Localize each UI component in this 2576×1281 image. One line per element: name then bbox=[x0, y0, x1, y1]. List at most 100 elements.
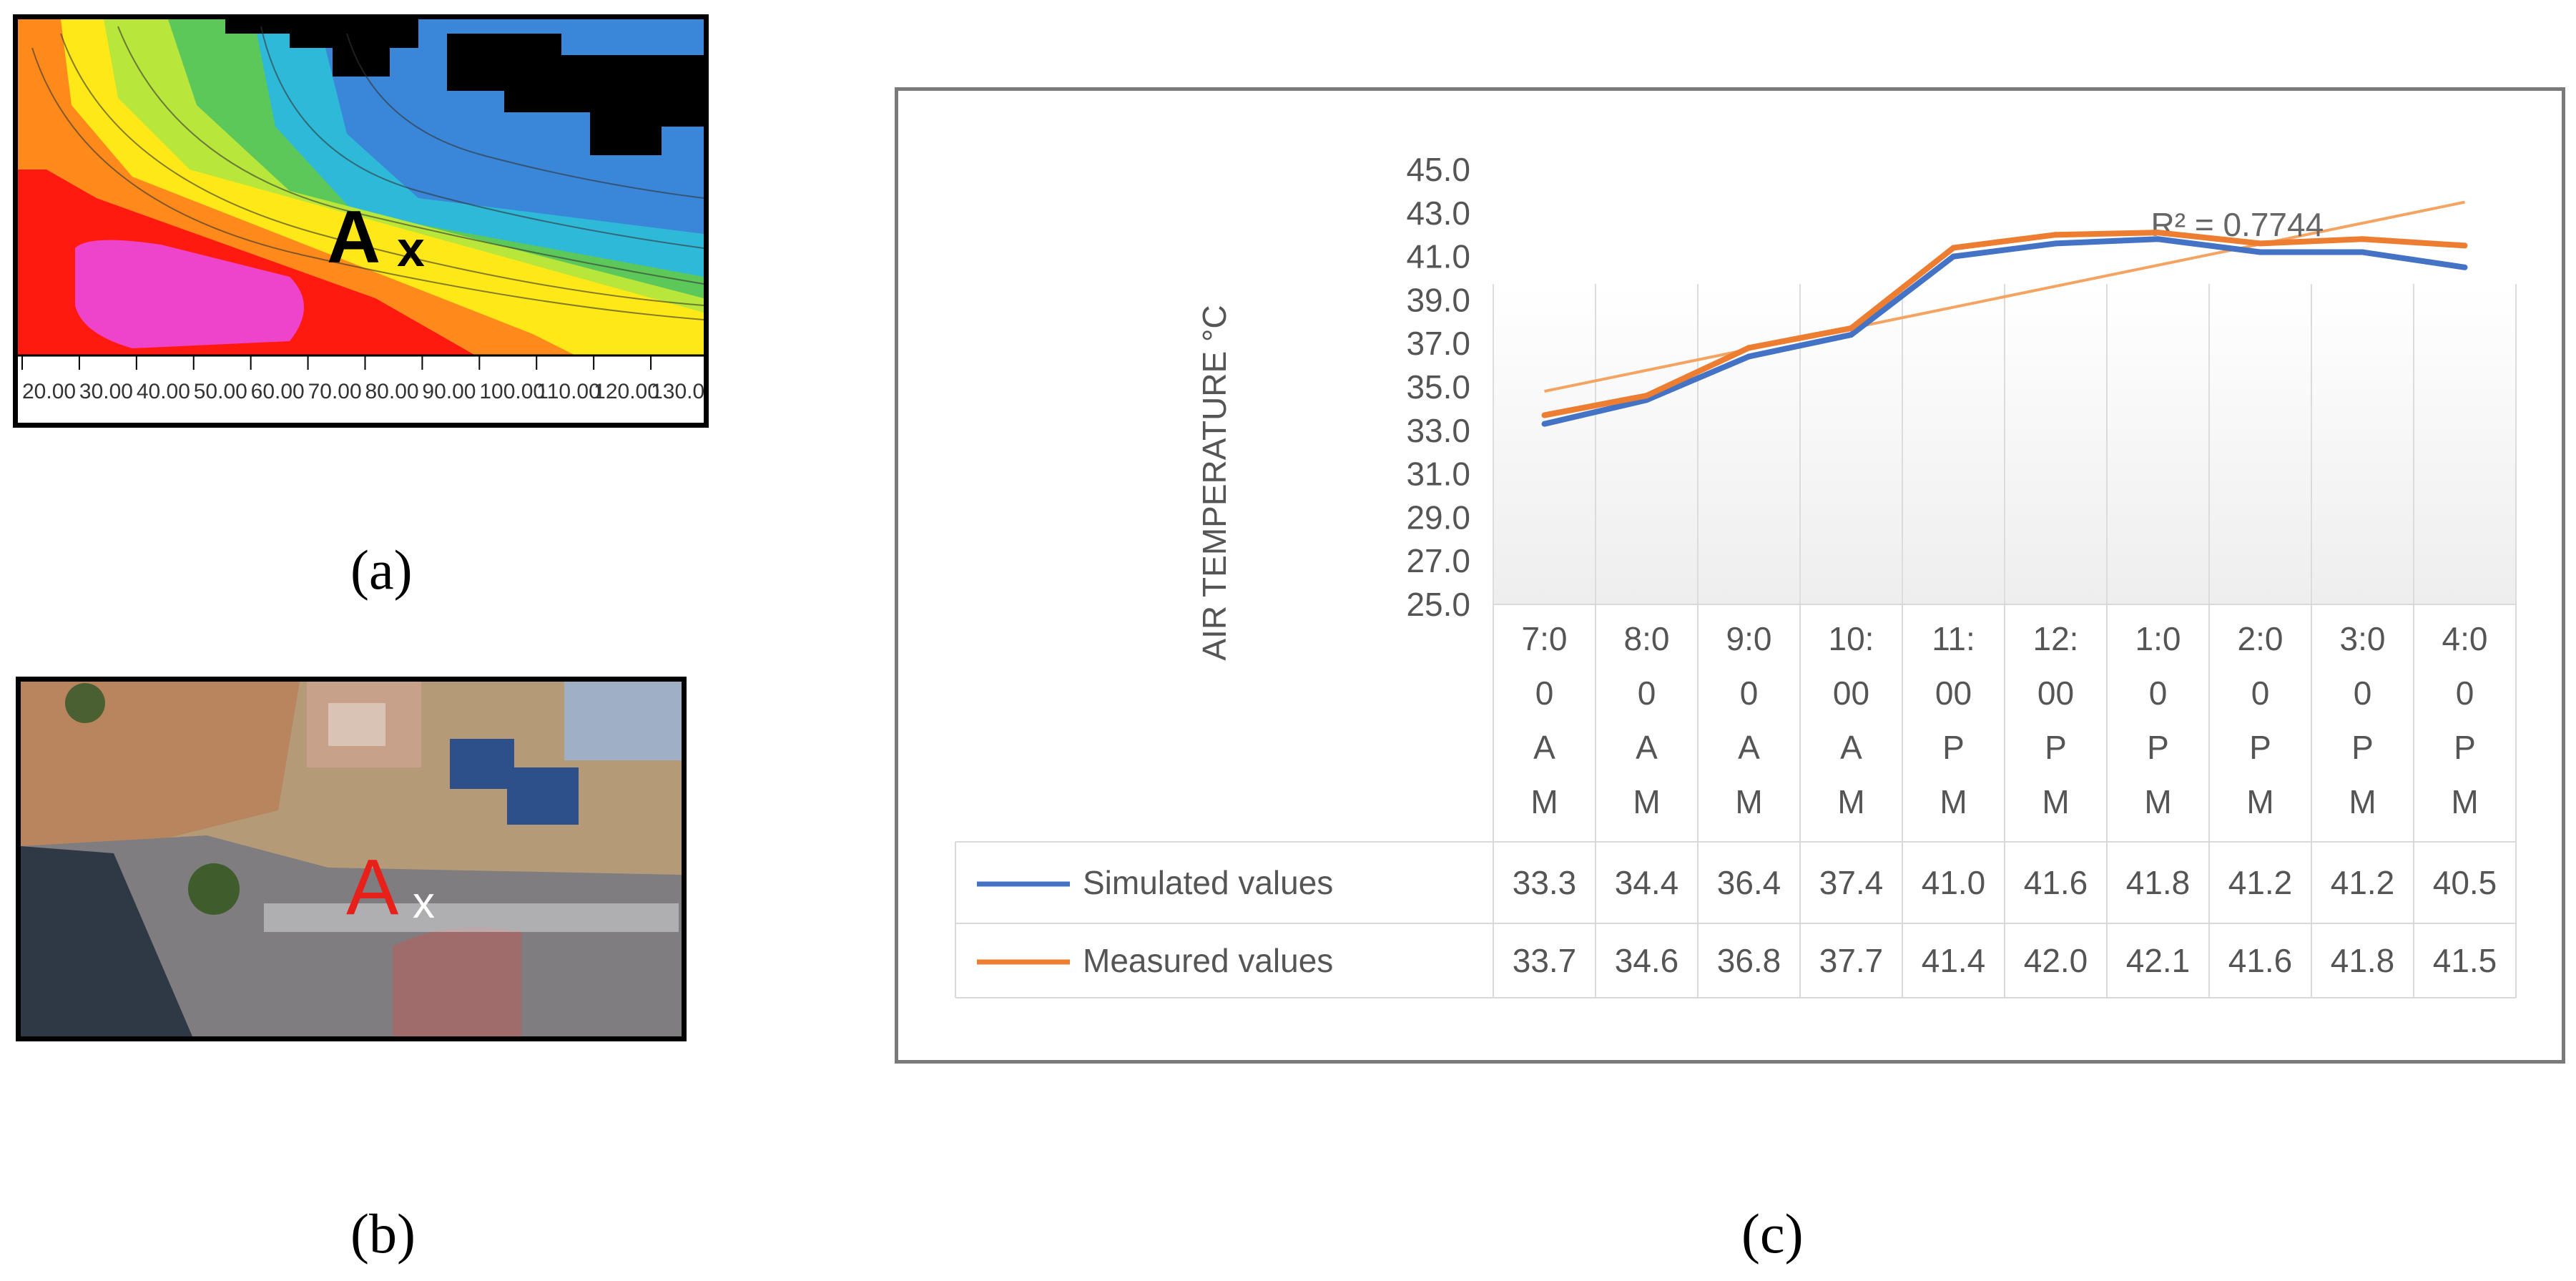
trendline-r-squared: R² = 0.7744 bbox=[2151, 206, 2324, 243]
series-lines bbox=[1541, 230, 2468, 427]
map-x-tick-label: 80.00 bbox=[365, 380, 419, 403]
map-x-tick-label: 90.00 bbox=[422, 380, 476, 403]
y-tick-label: 37.0 bbox=[1406, 325, 1470, 362]
x-tick-label: P bbox=[2351, 729, 2374, 766]
building-black-1 bbox=[225, 19, 418, 77]
data-point bbox=[2462, 242, 2468, 249]
y-tick-label: 45.0 bbox=[1406, 151, 1470, 188]
x-tick-label: P bbox=[2147, 729, 2169, 766]
map-x-tick-label: 40.00 bbox=[137, 380, 190, 403]
x-tick-label: 00 bbox=[1833, 674, 1869, 712]
x-tick-label: 12: bbox=[2033, 620, 2079, 657]
data-table-value: 41.5 bbox=[2433, 942, 2497, 979]
contour-line-2 bbox=[60, 33, 704, 306]
point-a-x-mark-b: x bbox=[413, 878, 435, 928]
data-point bbox=[2462, 264, 2468, 270]
y-tick-label: 33.0 bbox=[1406, 412, 1470, 449]
x-tick-label: A bbox=[1533, 729, 1555, 766]
data-point bbox=[1848, 332, 1854, 338]
x-tick-label: M bbox=[1735, 783, 1762, 820]
map-x-tick-label: 130.00 bbox=[651, 380, 704, 403]
line-chart: AIR TEMPERATURE °C 25.0 27.0 29.0 31.0 33.0 3… bbox=[955, 151, 2517, 998]
x-tick-label: P bbox=[1942, 729, 1965, 766]
contour-line-4 bbox=[260, 26, 704, 249]
x-tick-label: M bbox=[2451, 783, 2478, 820]
y-tick-label: 25.0 bbox=[1406, 586, 1470, 623]
building-roof-2 bbox=[564, 682, 682, 760]
x-tick-label: 2:0 bbox=[2238, 620, 2284, 657]
data-table-value: 34.4 bbox=[1615, 864, 1679, 901]
x-tick-label: 11: bbox=[1932, 620, 1975, 657]
data-table-value: 37.7 bbox=[1819, 942, 1884, 979]
grid-lines bbox=[1493, 284, 2517, 604]
x-tick-label: M bbox=[2042, 783, 2069, 820]
data-table-value: 40.5 bbox=[2433, 864, 2497, 901]
point-a-letter-b: A bbox=[346, 843, 399, 931]
data-point bbox=[2155, 230, 2161, 236]
data-table-value: 33.3 bbox=[1513, 864, 1577, 901]
x-tick-label: M bbox=[2349, 783, 2376, 820]
data-table-value: 42.1 bbox=[2126, 942, 2191, 979]
data-table-value: 42.0 bbox=[2024, 942, 2088, 979]
panel-b-aerial-photo: A x bbox=[16, 677, 687, 1041]
building-blue-roof-1 bbox=[450, 739, 514, 789]
y-tick-label: 39.0 bbox=[1406, 281, 1470, 318]
x-tick-label: 0 bbox=[2354, 674, 2372, 712]
caption-a: (a) bbox=[350, 539, 413, 601]
y-tick-label: 41.0 bbox=[1406, 238, 1470, 275]
point-a-letter: A bbox=[327, 196, 380, 279]
x-tick-label: M bbox=[1837, 783, 1864, 820]
data-point bbox=[2257, 249, 2263, 255]
map-x-ticks: 20.00 30.00 40.00 50.00 60.00 70.00 80.00 90.00… bbox=[21, 355, 704, 403]
y-tick-label: 31.0 bbox=[1406, 456, 1470, 493]
tree-1 bbox=[188, 863, 240, 915]
panel-a-temperature-map: A x 20.00 30.00 40.00 50.00 60.00 70.00 80.00 9… bbox=[13, 14, 709, 428]
x-tick-label: M bbox=[1633, 783, 1660, 820]
building-black-2 bbox=[447, 34, 704, 155]
data-table-value: 41.6 bbox=[2228, 942, 2293, 979]
x-tick-label: M bbox=[1530, 783, 1558, 820]
contour-line-1 bbox=[31, 47, 704, 320]
data-point bbox=[2053, 232, 2059, 238]
data-point bbox=[2359, 236, 2366, 242]
x-tick-label: 4:0 bbox=[2442, 620, 2488, 657]
plaza-area bbox=[393, 927, 521, 1036]
map-x-tick-label: 50.00 bbox=[194, 380, 247, 403]
temperature-contour-map: A x 20.00 30.00 40.00 50.00 60.00 70.00 80.00 9… bbox=[18, 19, 704, 403]
y-tick-label: 35.0 bbox=[1406, 368, 1470, 406]
x-tick-label: 7:0 bbox=[1522, 620, 1568, 657]
data-point bbox=[2155, 236, 2161, 242]
map-x-tick-label: 60.00 bbox=[251, 380, 305, 403]
data-table-value: 36.8 bbox=[1717, 942, 1781, 979]
x-tick-label: 1:0 bbox=[2135, 620, 2181, 657]
x-tick-labels: 7:00AM8:00AM9:00AM10:00AM11:00PM12:00PM1… bbox=[1522, 620, 2488, 820]
contour-line-5 bbox=[346, 33, 704, 199]
map-x-tick-label: 100.00 bbox=[479, 380, 545, 403]
y-tick-label: 29.0 bbox=[1406, 499, 1470, 536]
y-tick-label: 27.0 bbox=[1406, 542, 1470, 579]
x-tick-label: 0 bbox=[2456, 674, 2474, 712]
data-point bbox=[1746, 353, 1752, 360]
building-blue-roof-2 bbox=[507, 767, 579, 825]
legend-label: Simulated values bbox=[1083, 864, 1333, 901]
zone-magenta bbox=[75, 240, 304, 348]
x-tick-label: 0 bbox=[1740, 674, 1759, 712]
data-table-value: 41.6 bbox=[2024, 864, 2088, 901]
data-table-value: 37.4 bbox=[1819, 864, 1884, 901]
x-tick-label: A bbox=[1636, 729, 1658, 766]
data-point bbox=[1848, 325, 1854, 331]
building-roof-1-top bbox=[328, 703, 385, 746]
map-x-tick-label: 120.00 bbox=[594, 380, 659, 403]
data-point bbox=[1950, 245, 1957, 251]
map-x-tick-label: 110.00 bbox=[536, 380, 601, 403]
y-tick-labels: 25.0 27.0 29.0 31.0 33.0 35.0 37.0 39.0 41.0 43.0… bbox=[1406, 151, 1470, 623]
data-table-value: 36.4 bbox=[1717, 864, 1781, 901]
data-point bbox=[2359, 249, 2366, 255]
caption-b: (b) bbox=[350, 1202, 416, 1265]
parked-cars-row bbox=[264, 903, 679, 932]
x-tick-label: 0 bbox=[1535, 674, 1554, 712]
caption-c: (c) bbox=[1741, 1202, 1804, 1265]
data-point bbox=[1541, 421, 1548, 427]
trendline bbox=[1544, 200, 2465, 393]
legend-label: Measured values bbox=[1083, 942, 1333, 979]
